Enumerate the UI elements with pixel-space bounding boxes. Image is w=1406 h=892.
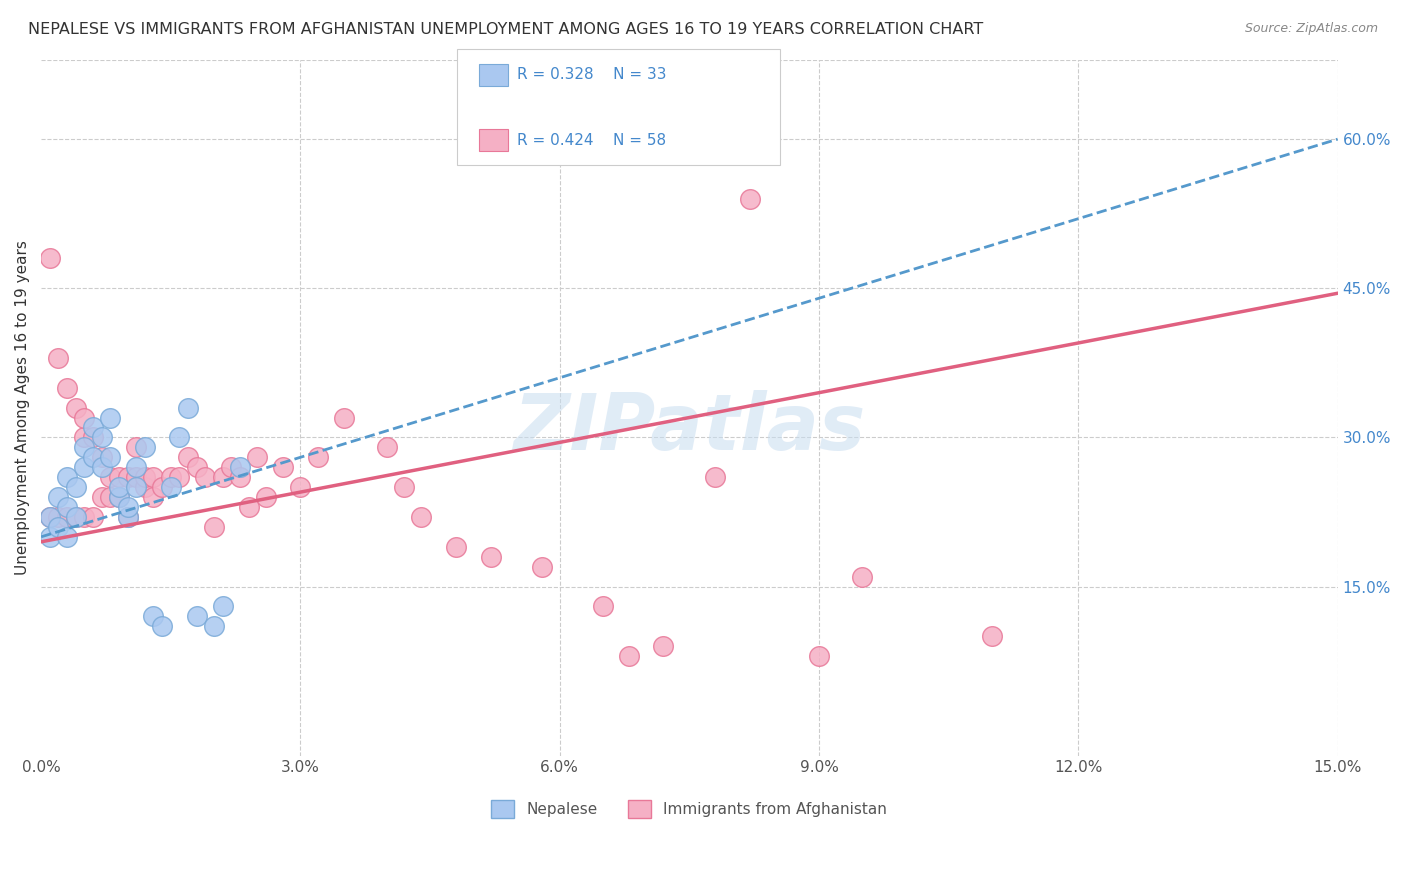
- Nepalese: [56, 500, 79, 514]
- Nepalese: [134, 441, 156, 455]
- Immigrants from Afghanistan: [56, 381, 79, 395]
- Nepalese: [56, 470, 79, 484]
- Nepalese: [108, 480, 131, 494]
- Immigrants from Afghanistan: [159, 470, 181, 484]
- Nepalese: [73, 460, 96, 475]
- Immigrants from Afghanistan: [411, 510, 433, 524]
- Immigrants from Afghanistan: [134, 470, 156, 484]
- Nepalese: [98, 450, 121, 465]
- Nepalese: [159, 480, 181, 494]
- Nepalese: [90, 430, 112, 444]
- Immigrants from Afghanistan: [73, 430, 96, 444]
- Immigrants from Afghanistan: [134, 480, 156, 494]
- Nepalese: [82, 450, 104, 465]
- Immigrants from Afghanistan: [704, 470, 727, 484]
- Nepalese: [65, 480, 87, 494]
- Immigrants from Afghanistan: [194, 470, 217, 484]
- Text: Source: ZipAtlas.com: Source: ZipAtlas.com: [1244, 22, 1378, 36]
- Nepalese: [117, 500, 139, 514]
- Nepalese: [56, 530, 79, 544]
- Immigrants from Afghanistan: [142, 470, 165, 484]
- Text: R = 0.328    N = 33: R = 0.328 N = 33: [517, 68, 666, 82]
- Nepalese: [73, 441, 96, 455]
- Nepalese: [125, 480, 148, 494]
- Immigrants from Afghanistan: [125, 470, 148, 484]
- Immigrants from Afghanistan: [90, 490, 112, 504]
- Immigrants from Afghanistan: [254, 490, 277, 504]
- Nepalese: [48, 520, 70, 534]
- Immigrants from Afghanistan: [90, 450, 112, 465]
- Immigrants from Afghanistan: [177, 450, 200, 465]
- Nepalese: [150, 619, 173, 633]
- Nepalese: [65, 510, 87, 524]
- Immigrants from Afghanistan: [125, 441, 148, 455]
- Immigrants from Afghanistan: [38, 252, 60, 266]
- Text: NEPALESE VS IMMIGRANTS FROM AFGHANISTAN UNEMPLOYMENT AMONG AGES 16 TO 19 YEARS C: NEPALESE VS IMMIGRANTS FROM AFGHANISTAN …: [28, 22, 983, 37]
- Immigrants from Afghanistan: [617, 649, 640, 664]
- Text: R = 0.424    N = 58: R = 0.424 N = 58: [517, 133, 666, 147]
- Nepalese: [38, 530, 60, 544]
- Immigrants from Afghanistan: [980, 629, 1002, 643]
- Nepalese: [48, 490, 70, 504]
- Immigrants from Afghanistan: [531, 559, 554, 574]
- Immigrants from Afghanistan: [652, 639, 675, 653]
- Immigrants from Afghanistan: [117, 470, 139, 484]
- Immigrants from Afghanistan: [479, 549, 502, 564]
- Nepalese: [125, 460, 148, 475]
- Immigrants from Afghanistan: [169, 470, 191, 484]
- Immigrants from Afghanistan: [211, 470, 233, 484]
- Nepalese: [82, 420, 104, 434]
- Immigrants from Afghanistan: [219, 460, 242, 475]
- Nepalese: [90, 460, 112, 475]
- Immigrants from Afghanistan: [65, 401, 87, 415]
- Nepalese: [98, 410, 121, 425]
- Immigrants from Afghanistan: [229, 470, 252, 484]
- Nepalese: [108, 490, 131, 504]
- Nepalese: [169, 430, 191, 444]
- Nepalese: [117, 510, 139, 524]
- Immigrants from Afghanistan: [73, 510, 96, 524]
- Nepalese: [186, 609, 208, 624]
- Nepalese: [229, 460, 252, 475]
- Immigrants from Afghanistan: [271, 460, 294, 475]
- Immigrants from Afghanistan: [238, 500, 260, 514]
- Y-axis label: Unemployment Among Ages 16 to 19 years: Unemployment Among Ages 16 to 19 years: [15, 240, 30, 575]
- Immigrants from Afghanistan: [98, 470, 121, 484]
- Nepalese: [142, 609, 165, 624]
- Nepalese: [211, 599, 233, 614]
- Nepalese: [177, 401, 200, 415]
- Nepalese: [202, 619, 225, 633]
- Immigrants from Afghanistan: [186, 460, 208, 475]
- Immigrants from Afghanistan: [851, 569, 873, 583]
- Immigrants from Afghanistan: [65, 510, 87, 524]
- Immigrants from Afghanistan: [150, 480, 173, 494]
- Immigrants from Afghanistan: [98, 490, 121, 504]
- Immigrants from Afghanistan: [38, 510, 60, 524]
- Immigrants from Afghanistan: [202, 520, 225, 534]
- Immigrants from Afghanistan: [392, 480, 415, 494]
- Nepalese: [38, 510, 60, 524]
- Text: ZIPatlas: ZIPatlas: [513, 391, 866, 467]
- Immigrants from Afghanistan: [48, 510, 70, 524]
- Immigrants from Afghanistan: [290, 480, 312, 494]
- Immigrants from Afghanistan: [108, 490, 131, 504]
- Immigrants from Afghanistan: [592, 599, 614, 614]
- Immigrants from Afghanistan: [117, 510, 139, 524]
- Immigrants from Afghanistan: [375, 441, 398, 455]
- Immigrants from Afghanistan: [808, 649, 831, 664]
- Immigrants from Afghanistan: [307, 450, 329, 465]
- Immigrants from Afghanistan: [82, 430, 104, 444]
- Immigrants from Afghanistan: [56, 510, 79, 524]
- Immigrants from Afghanistan: [108, 470, 131, 484]
- Immigrants from Afghanistan: [48, 351, 70, 365]
- Immigrants from Afghanistan: [142, 490, 165, 504]
- Legend: Nepalese, Immigrants from Afghanistan: Nepalese, Immigrants from Afghanistan: [485, 794, 893, 824]
- Immigrants from Afghanistan: [82, 510, 104, 524]
- Immigrants from Afghanistan: [246, 450, 269, 465]
- Immigrants from Afghanistan: [738, 192, 761, 206]
- Immigrants from Afghanistan: [73, 410, 96, 425]
- Immigrants from Afghanistan: [332, 410, 354, 425]
- Immigrants from Afghanistan: [444, 540, 467, 554]
